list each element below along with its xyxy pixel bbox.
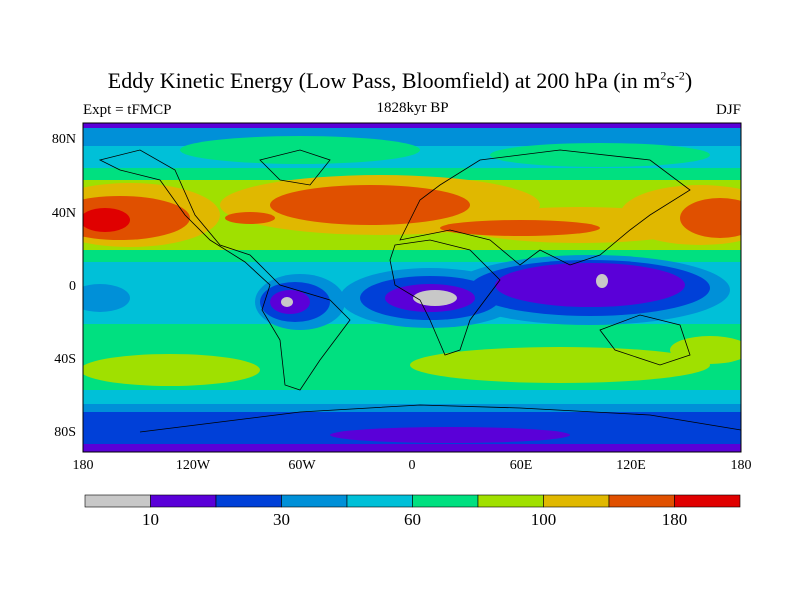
colorbar-box xyxy=(543,494,610,508)
colorbar-box xyxy=(477,494,544,508)
lat-tick: 80S xyxy=(54,425,76,440)
colorbar-box xyxy=(674,494,741,508)
colorbar-label: 60 xyxy=(404,510,421,529)
experiment-label: Expt = tFMCP xyxy=(83,102,172,118)
lon-tick: 120E xyxy=(616,458,646,473)
eke-field xyxy=(83,123,741,452)
colorbar-label: 100 xyxy=(530,510,557,529)
lon-tick: 60W xyxy=(288,458,316,473)
coastlines xyxy=(98,149,742,433)
lat-tick: 0 xyxy=(69,279,76,294)
lon-tick: 180 xyxy=(72,458,94,473)
season-label: DJF xyxy=(715,102,741,118)
lon-tick: 180 xyxy=(730,458,752,473)
lon-tick: 60E xyxy=(509,458,533,473)
lon-tick: 0 xyxy=(408,458,416,473)
colorbar-label: 30 xyxy=(273,510,290,529)
map-frame xyxy=(82,122,742,453)
colorbar-box xyxy=(215,494,282,508)
lat-tick: 80N xyxy=(51,132,76,147)
lat-tick: 40S xyxy=(54,352,76,367)
colorbar-box xyxy=(84,494,151,508)
colorbar xyxy=(84,494,741,508)
time-label: 1828kyr BP xyxy=(376,100,449,116)
lon-tick: 120W xyxy=(175,458,211,473)
colorbar-box xyxy=(150,494,217,508)
colorbar-box xyxy=(412,494,479,508)
colorbar-label: 10 xyxy=(142,510,159,529)
colorbar-label: 180 xyxy=(661,510,688,529)
colorbar-box xyxy=(608,494,675,508)
plot-title: Eddy Kinetic Energy (Low Pass, Bloomfiel… xyxy=(107,68,693,93)
colorbar-box xyxy=(346,494,413,508)
lat-tick: 40N xyxy=(51,206,76,221)
colorbar-box xyxy=(281,494,348,508)
